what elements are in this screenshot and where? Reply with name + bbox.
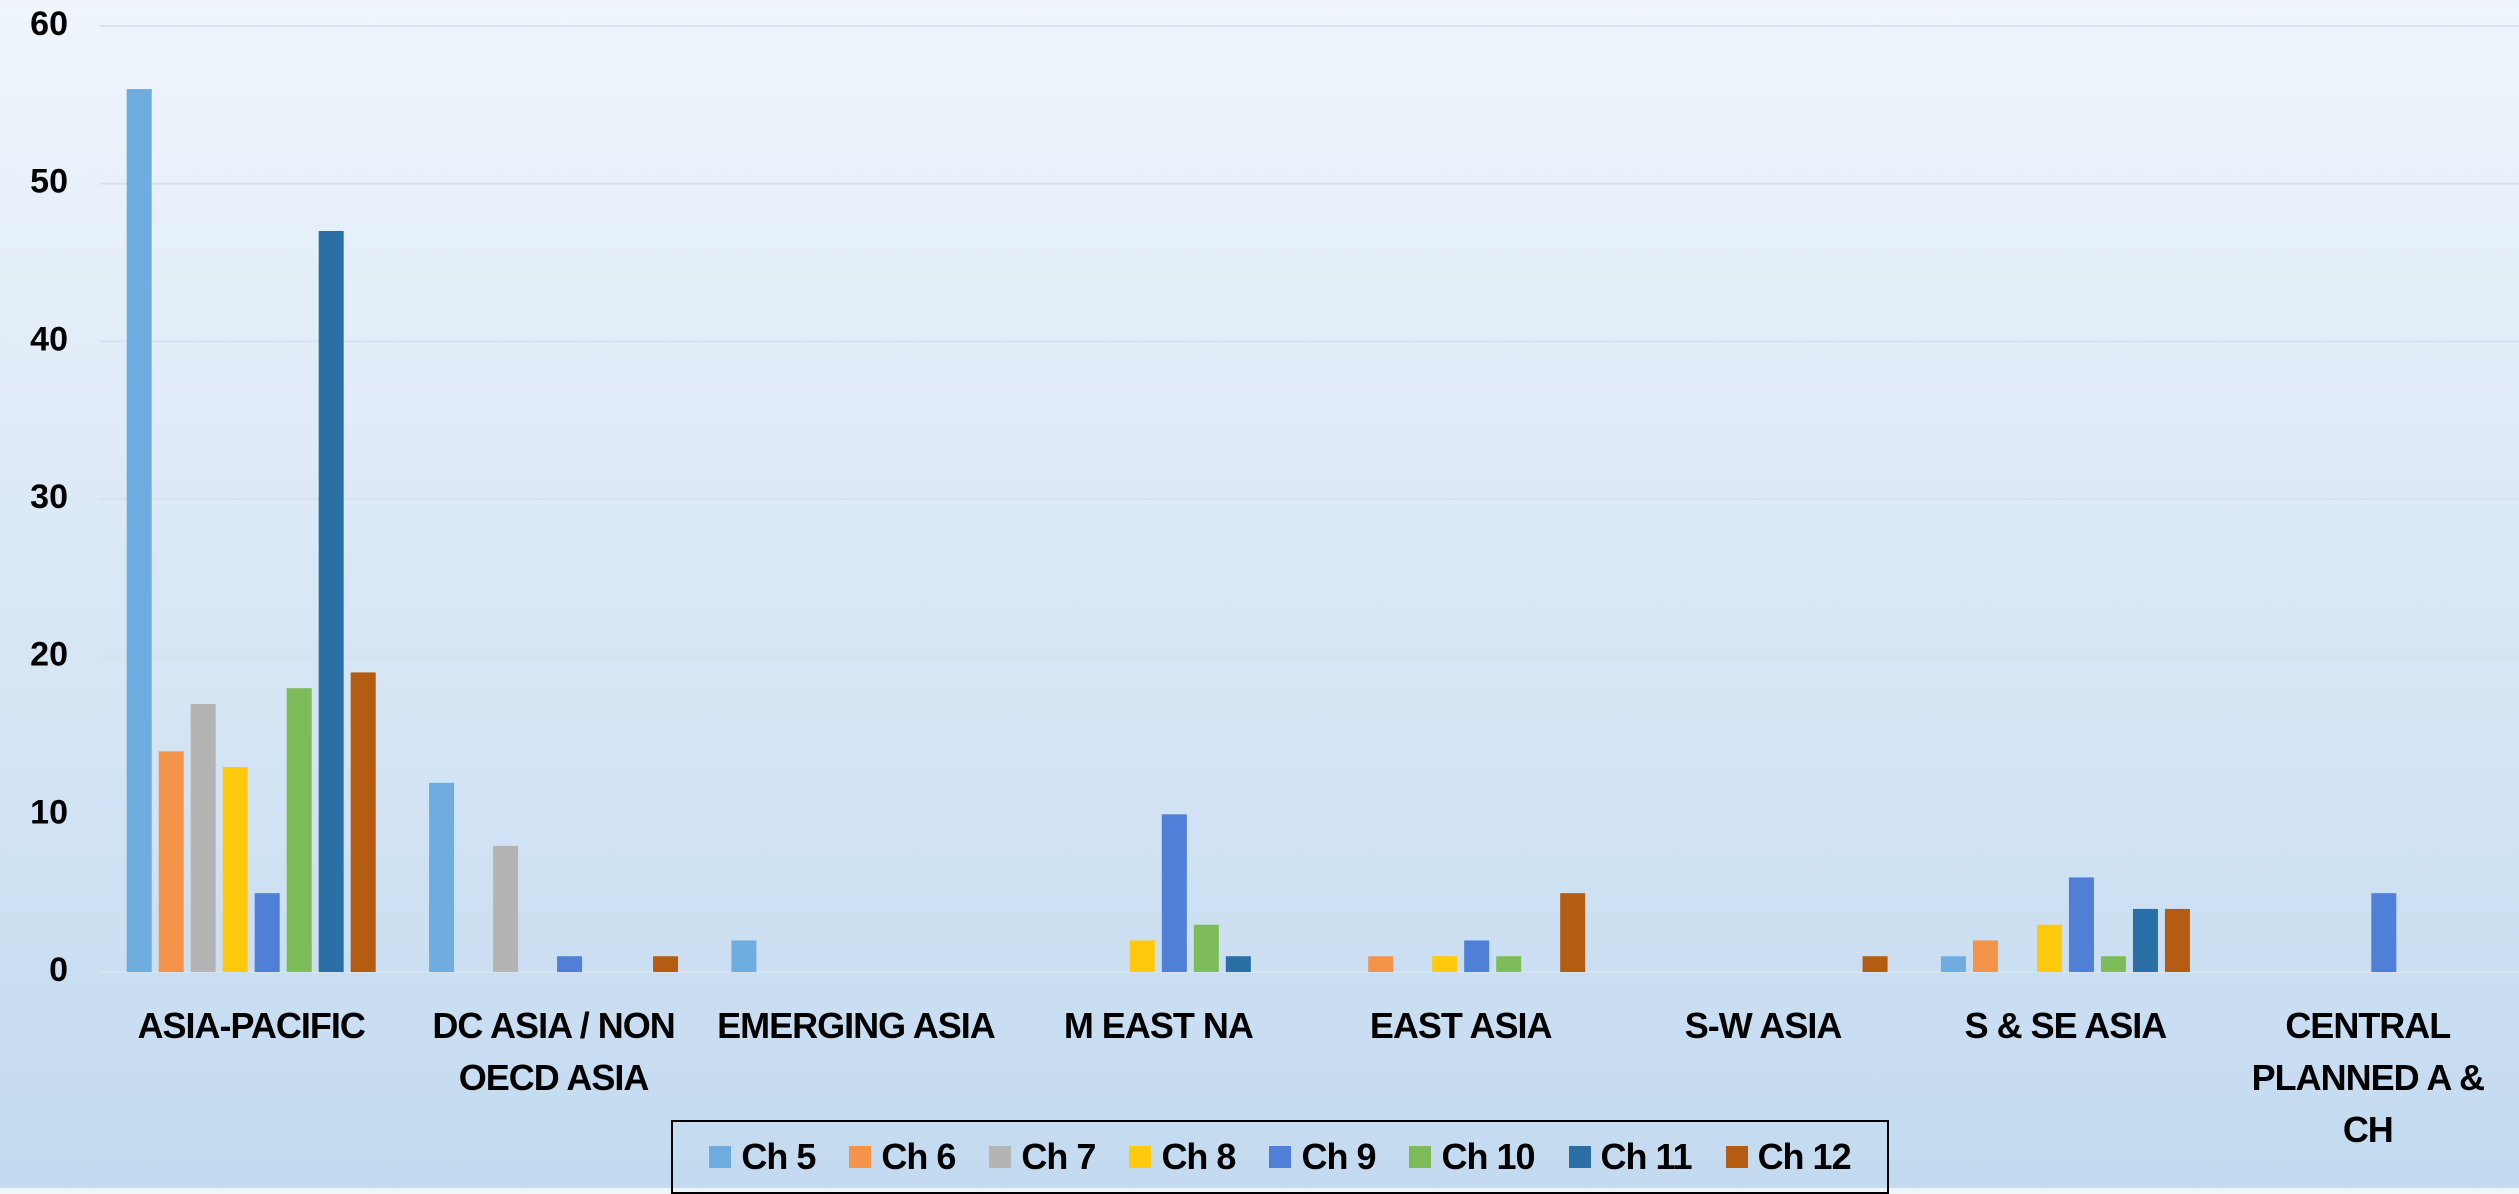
legend-item: Ch 5	[709, 1136, 816, 1178]
y-tick-label: 0	[49, 951, 68, 989]
bar	[1432, 956, 1458, 972]
bar	[493, 845, 519, 972]
bar	[731, 940, 757, 972]
bar	[1496, 956, 1522, 972]
legend-label: Ch 9	[1301, 1136, 1376, 1177]
legend-label: Ch 5	[741, 1136, 816, 1177]
legend-swatch	[989, 1146, 1012, 1168]
bar	[653, 956, 679, 972]
x-tick-label: CENTRAL PLANNED A & CH	[2251, 1005, 2485, 1150]
legend-swatch	[1568, 1146, 1591, 1168]
legend-swatch	[849, 1146, 872, 1168]
legend-label: Ch 11	[1600, 1136, 1693, 1177]
y-tick-label: 60	[30, 5, 68, 43]
bar	[2036, 924, 2062, 972]
bar	[1862, 956, 1888, 972]
legend-swatch	[1129, 1146, 1152, 1168]
y-tick-label: 50	[30, 163, 68, 201]
legend-label: Ch 8	[1161, 1136, 1236, 1177]
x-tick-label: DC ASIA / NON OECD ASIA	[432, 1005, 675, 1098]
legend-item: Ch 10	[1409, 1136, 1536, 1178]
bar	[1464, 940, 1490, 972]
bar	[429, 782, 455, 972]
bar	[254, 893, 280, 972]
legend-item: Ch 7	[989, 1136, 1096, 1178]
bar	[2164, 908, 2190, 972]
bar	[2068, 877, 2094, 972]
bar	[1225, 956, 1251, 972]
bar	[1972, 940, 1998, 972]
bar	[1193, 924, 1219, 972]
x-tick-label: EAST ASIA	[1369, 1005, 1553, 1046]
bar	[318, 230, 344, 972]
legend-swatch	[1725, 1146, 1748, 1168]
bar	[1368, 956, 1394, 972]
x-tick-label: EMERGING ASIA	[717, 1005, 996, 1046]
bar	[557, 956, 583, 972]
bar	[1161, 814, 1187, 972]
bar	[2371, 893, 2397, 972]
legend-swatch	[1409, 1146, 1432, 1168]
legend-label: Ch 6	[881, 1136, 956, 1177]
bar	[286, 688, 312, 972]
legend-swatch	[1269, 1146, 1292, 1168]
bar	[158, 751, 184, 972]
legend: Ch 5 Ch 6 Ch 7 Ch 8 Ch 9 Ch 10 Ch 11 Ch 12	[671, 1120, 1889, 1194]
bar	[126, 89, 152, 973]
bar	[1560, 893, 1586, 972]
legend-label: Ch 10	[1441, 1136, 1535, 1177]
x-tick-label: ASIA-PACIFIC	[137, 1005, 366, 1046]
legend-item: Ch 8	[1129, 1136, 1236, 1178]
y-tick-label: 40	[30, 320, 68, 358]
y-tick-label: 30	[30, 478, 68, 516]
x-tick-label: S-W ASIA	[1684, 1005, 1843, 1046]
y-tick-label: 20	[30, 636, 68, 674]
bar	[222, 767, 248, 972]
y-tick-label: 10	[30, 793, 68, 831]
bar	[1940, 956, 1966, 972]
bar	[2132, 908, 2158, 972]
bar	[190, 703, 216, 972]
x-tick-label: M EAST NA	[1063, 1005, 1254, 1046]
legend-item: Ch 12	[1725, 1136, 1852, 1178]
bar	[350, 672, 376, 972]
legend-item: Ch 6	[849, 1136, 956, 1178]
x-tick-label: S & SE ASIA	[1964, 1005, 2168, 1046]
bar	[2100, 956, 2126, 972]
legend-label: Ch 12	[1757, 1136, 1852, 1177]
bar	[1129, 940, 1155, 972]
legend-item: Ch 11	[1568, 1136, 1693, 1178]
legend-item: Ch 9	[1269, 1136, 1376, 1178]
legend-label: Ch 7	[1021, 1136, 1096, 1177]
legend-swatch	[709, 1146, 732, 1168]
